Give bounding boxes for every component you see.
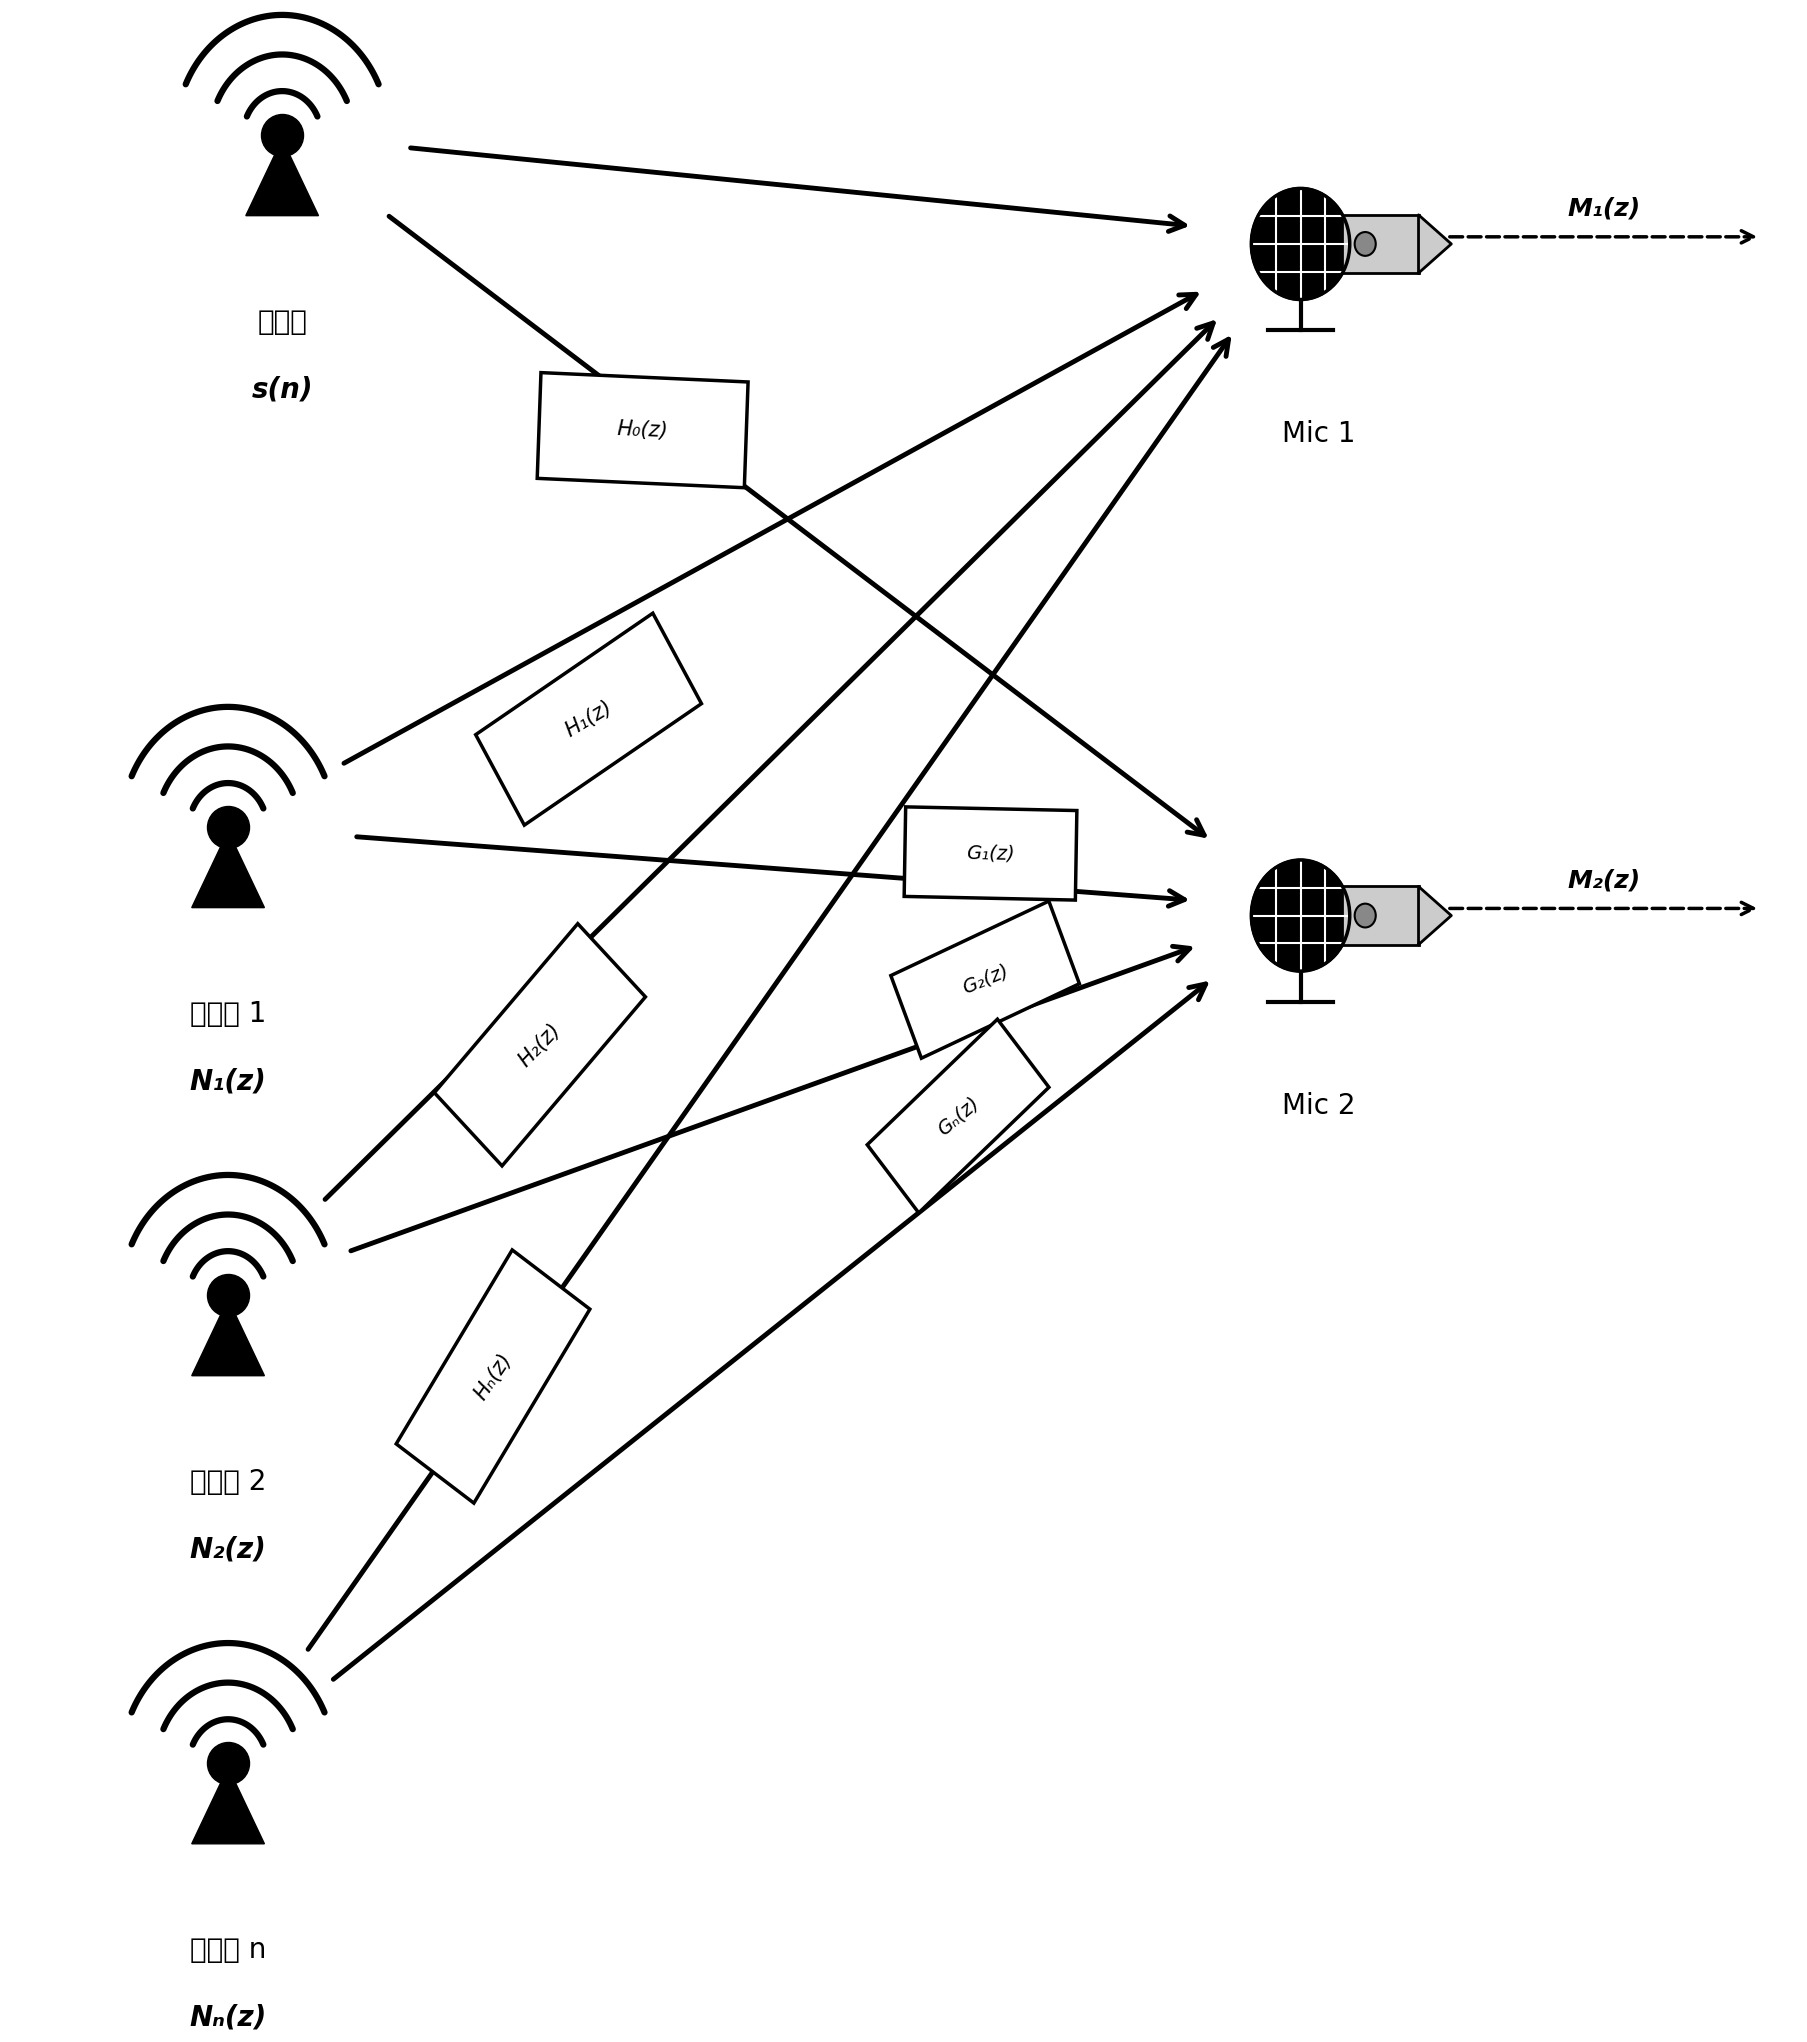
Point xyxy=(267,118,296,151)
Point xyxy=(213,1278,242,1311)
Bar xyxy=(867,1019,1048,1213)
Text: M₁(z): M₁(z) xyxy=(1567,196,1639,221)
Circle shape xyxy=(1250,860,1350,972)
Bar xyxy=(396,1250,589,1503)
Text: 噪音源 2: 噪音源 2 xyxy=(190,1468,266,1497)
Text: Mic 1: Mic 1 xyxy=(1281,421,1355,447)
Polygon shape xyxy=(1418,214,1451,274)
Bar xyxy=(475,613,701,825)
Text: 噪音源 1: 噪音源 1 xyxy=(190,1001,266,1027)
Point xyxy=(213,811,242,843)
Bar xyxy=(537,372,748,488)
Text: Mic 2: Mic 2 xyxy=(1281,1092,1355,1119)
Text: 信号源: 信号源 xyxy=(257,308,307,337)
Text: H₁(z): H₁(z) xyxy=(562,696,616,741)
Text: Hₙ(z): Hₙ(z) xyxy=(470,1350,515,1403)
Text: N₁(z): N₁(z) xyxy=(190,1068,266,1095)
Bar xyxy=(904,807,1077,901)
Circle shape xyxy=(1250,188,1350,300)
Text: Gₙ(z): Gₙ(z) xyxy=(932,1092,981,1139)
Text: 噪音源 n: 噪音源 n xyxy=(190,1936,266,1964)
Bar xyxy=(891,901,1079,1058)
Text: G₁(z): G₁(z) xyxy=(965,843,1014,864)
Text: G₂(z): G₂(z) xyxy=(958,962,1010,999)
Circle shape xyxy=(1353,905,1375,927)
Circle shape xyxy=(1353,233,1375,255)
FancyBboxPatch shape xyxy=(1341,214,1418,274)
Polygon shape xyxy=(192,831,264,907)
Text: H₂(z): H₂(z) xyxy=(515,1019,564,1070)
Polygon shape xyxy=(1418,886,1451,945)
Polygon shape xyxy=(246,139,318,216)
Text: N₂(z): N₂(z) xyxy=(190,1536,266,1564)
Text: H₀(z): H₀(z) xyxy=(616,419,669,441)
Polygon shape xyxy=(192,1299,264,1376)
Polygon shape xyxy=(192,1766,264,1844)
Text: M₂(z): M₂(z) xyxy=(1567,868,1639,892)
Point xyxy=(213,1746,242,1779)
Bar xyxy=(434,923,645,1166)
Text: s(n): s(n) xyxy=(251,376,313,402)
FancyBboxPatch shape xyxy=(1341,886,1418,945)
Text: Nₙ(z): Nₙ(z) xyxy=(190,2003,267,2032)
